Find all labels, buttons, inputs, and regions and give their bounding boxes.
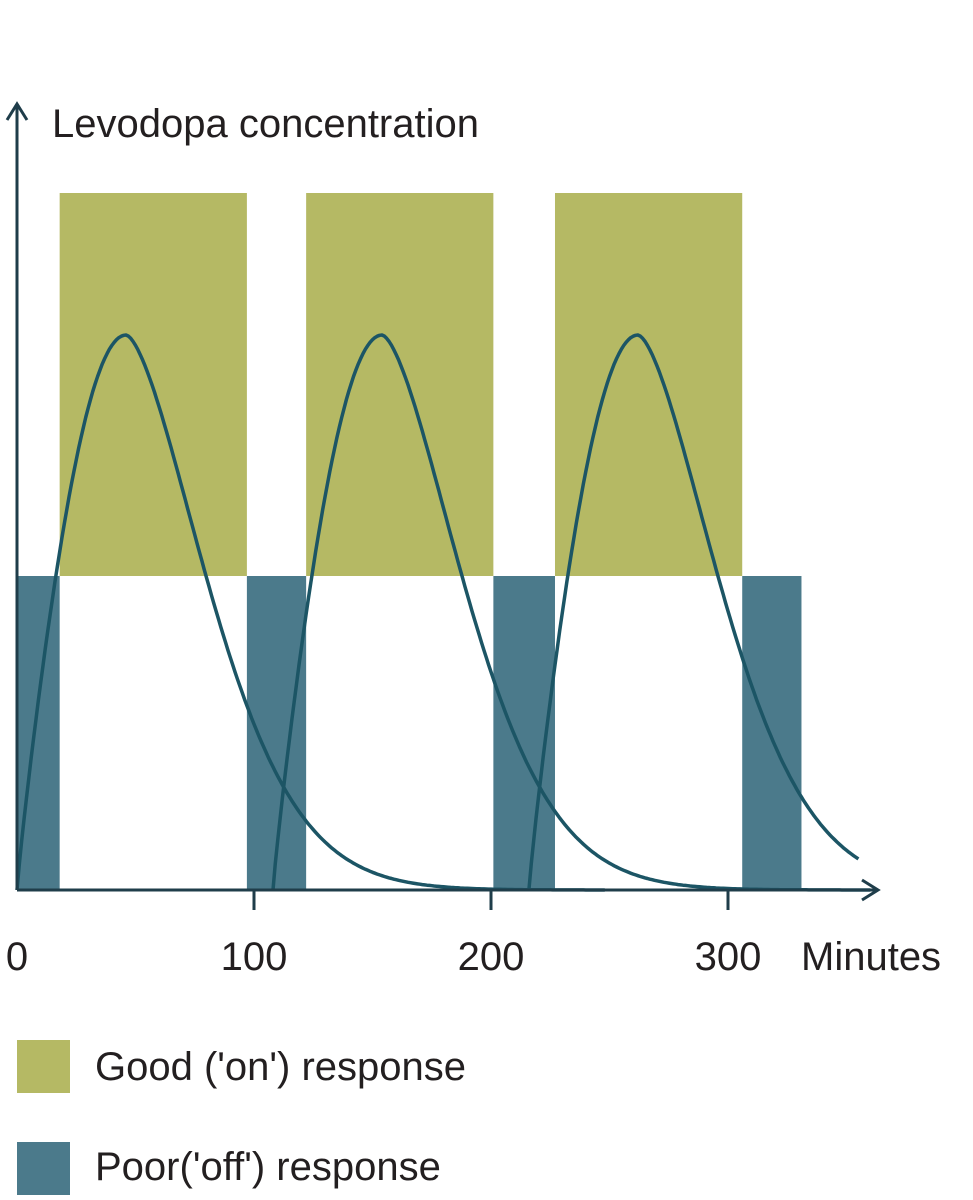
legend-label-on: Good ('on') response	[95, 1045, 466, 1089]
x-tick-label-200: 200	[458, 935, 525, 979]
x-tick-label-100: 100	[221, 935, 288, 979]
response-bands	[17, 193, 802, 890]
legend-label-off: Poor('off') response	[95, 1145, 441, 1189]
x-ticks: 0 100 200 300	[6, 890, 762, 979]
x-axis-label: Minutes	[801, 935, 941, 979]
legend: Good ('on') response Poor('off') respons…	[17, 1040, 466, 1195]
concentration-curve-3	[527, 333, 860, 891]
x-tick-label-0: 0	[6, 935, 28, 979]
axes	[5, 101, 881, 902]
y-axis-arrow	[5, 101, 29, 121]
x-tick-label-300: 300	[695, 935, 762, 979]
y-axis-label: Levodopa concentration	[52, 102, 479, 146]
on-band-2	[306, 193, 494, 576]
legend-swatch-off	[17, 1142, 70, 1195]
x-axis-arrow	[861, 878, 881, 902]
legend-swatch-on	[17, 1040, 70, 1093]
off-band-1	[17, 576, 60, 890]
on-band-3	[554, 193, 743, 576]
off-band-4	[742, 576, 802, 890]
